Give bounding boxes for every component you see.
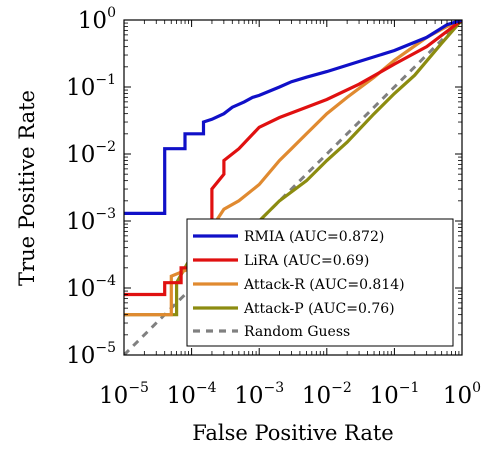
legend-label: Random Guess: [244, 324, 350, 340]
y-tick-label: 10−5: [66, 340, 116, 369]
plot-frame: [123, 19, 463, 356]
x-tick-label: 10−1: [369, 380, 419, 409]
x-tick-label: 10−5: [99, 380, 149, 409]
legend-label: Attack-R (AUC=0.814): [243, 277, 405, 293]
x-axis-title: False Positive Rate: [192, 421, 393, 445]
y-tick-label: 10−3: [66, 206, 116, 235]
y-tick-label: 100: [78, 5, 116, 34]
series-line-1: [124, 20, 462, 297]
legend: RMIA (AUC=0.872) LiRA (AUC=0.69) Attack-R …: [186, 218, 454, 347]
legend-label: LiRA (AUC=0.69): [244, 253, 369, 269]
series-line-4: [124, 20, 462, 355]
ticks-layer: [123, 19, 463, 356]
series-line-0: [124, 20, 462, 215]
x-tick-label: 10−4: [167, 380, 217, 409]
x-tick-label: 10−2: [302, 380, 352, 409]
y-tick-label: 10−2: [66, 139, 116, 168]
tick-labels: 10−5 10−4 10−3 10−2 10−1 100 10−5 10−4 10−3 10−2 1…: [66, 5, 481, 409]
legend-label: Attack-P (AUC=0.76): [243, 301, 395, 317]
y-tick-label: 10−1: [66, 72, 116, 101]
x-tick-label: 10−3: [234, 380, 284, 409]
y-tick-label: 10−4: [66, 273, 116, 302]
legend-items: RMIA (AUC=0.872) LiRA (AUC=0.69) Attack-R …: [193, 229, 405, 340]
legend-label: RMIA (AUC=0.872): [244, 229, 384, 245]
x-tick-label: 100: [443, 380, 481, 409]
y-axis-title: True Positive Rate: [15, 90, 39, 286]
